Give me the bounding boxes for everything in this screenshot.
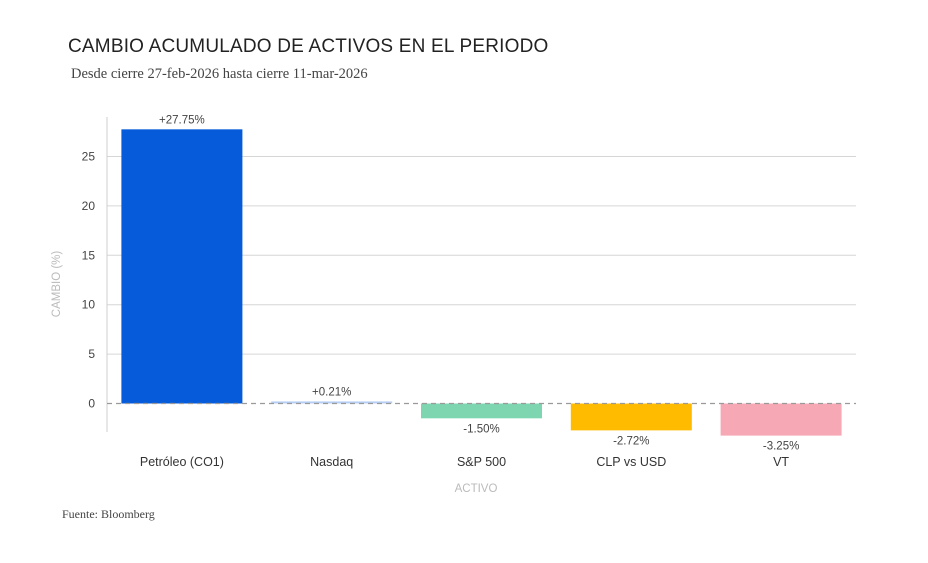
x-tick-label: Nasdaq <box>310 455 353 469</box>
bar <box>720 403 842 436</box>
x-axis-title: ACTIVO <box>455 483 498 495</box>
chart-title: CAMBIO ACUMULADO DE ACTIVOS EN EL PERIOD… <box>68 36 549 57</box>
chart-subtitle: Desde cierre 27-feb-2026 hasta cierre 11… <box>71 66 368 82</box>
data-label: +27.75% <box>159 114 205 126</box>
x-axis: Petróleo (CO1) Nasdaq S&P 500 CLP vs USD VT <box>140 455 790 469</box>
bar <box>121 129 243 404</box>
y-tick-label: 15 <box>82 248 96 262</box>
bar <box>421 403 542 419</box>
x-tick-label: Petróleo (CO1) <box>140 455 224 469</box>
y-tick-label: 20 <box>82 199 96 213</box>
data-label: -2.72% <box>613 435 649 447</box>
data-label: +0.21% <box>312 386 351 398</box>
y-axis-title: CAMBIO (%) <box>51 251 63 318</box>
bar <box>271 401 393 404</box>
x-tick-label: CLP vs USD <box>596 455 666 469</box>
bar <box>570 403 692 431</box>
x-tick-label: S&P 500 <box>457 455 506 469</box>
data-label: -1.50% <box>463 423 499 435</box>
bars <box>121 129 842 436</box>
x-tick-label: VT <box>773 455 789 469</box>
source-note: Fuente: Bloomberg <box>62 507 155 521</box>
data-label: -3.25% <box>763 441 799 453</box>
data-labels: +27.75% +0.21% -1.50% -2.72% -3.25% <box>159 114 799 452</box>
y-tick-label: 0 <box>88 397 95 411</box>
y-tick-label: 25 <box>82 150 96 164</box>
y-tick-label: 10 <box>82 298 96 312</box>
y-axis: 0 5 10 15 20 25 <box>82 116 108 432</box>
y-tick-label: 5 <box>88 347 95 361</box>
